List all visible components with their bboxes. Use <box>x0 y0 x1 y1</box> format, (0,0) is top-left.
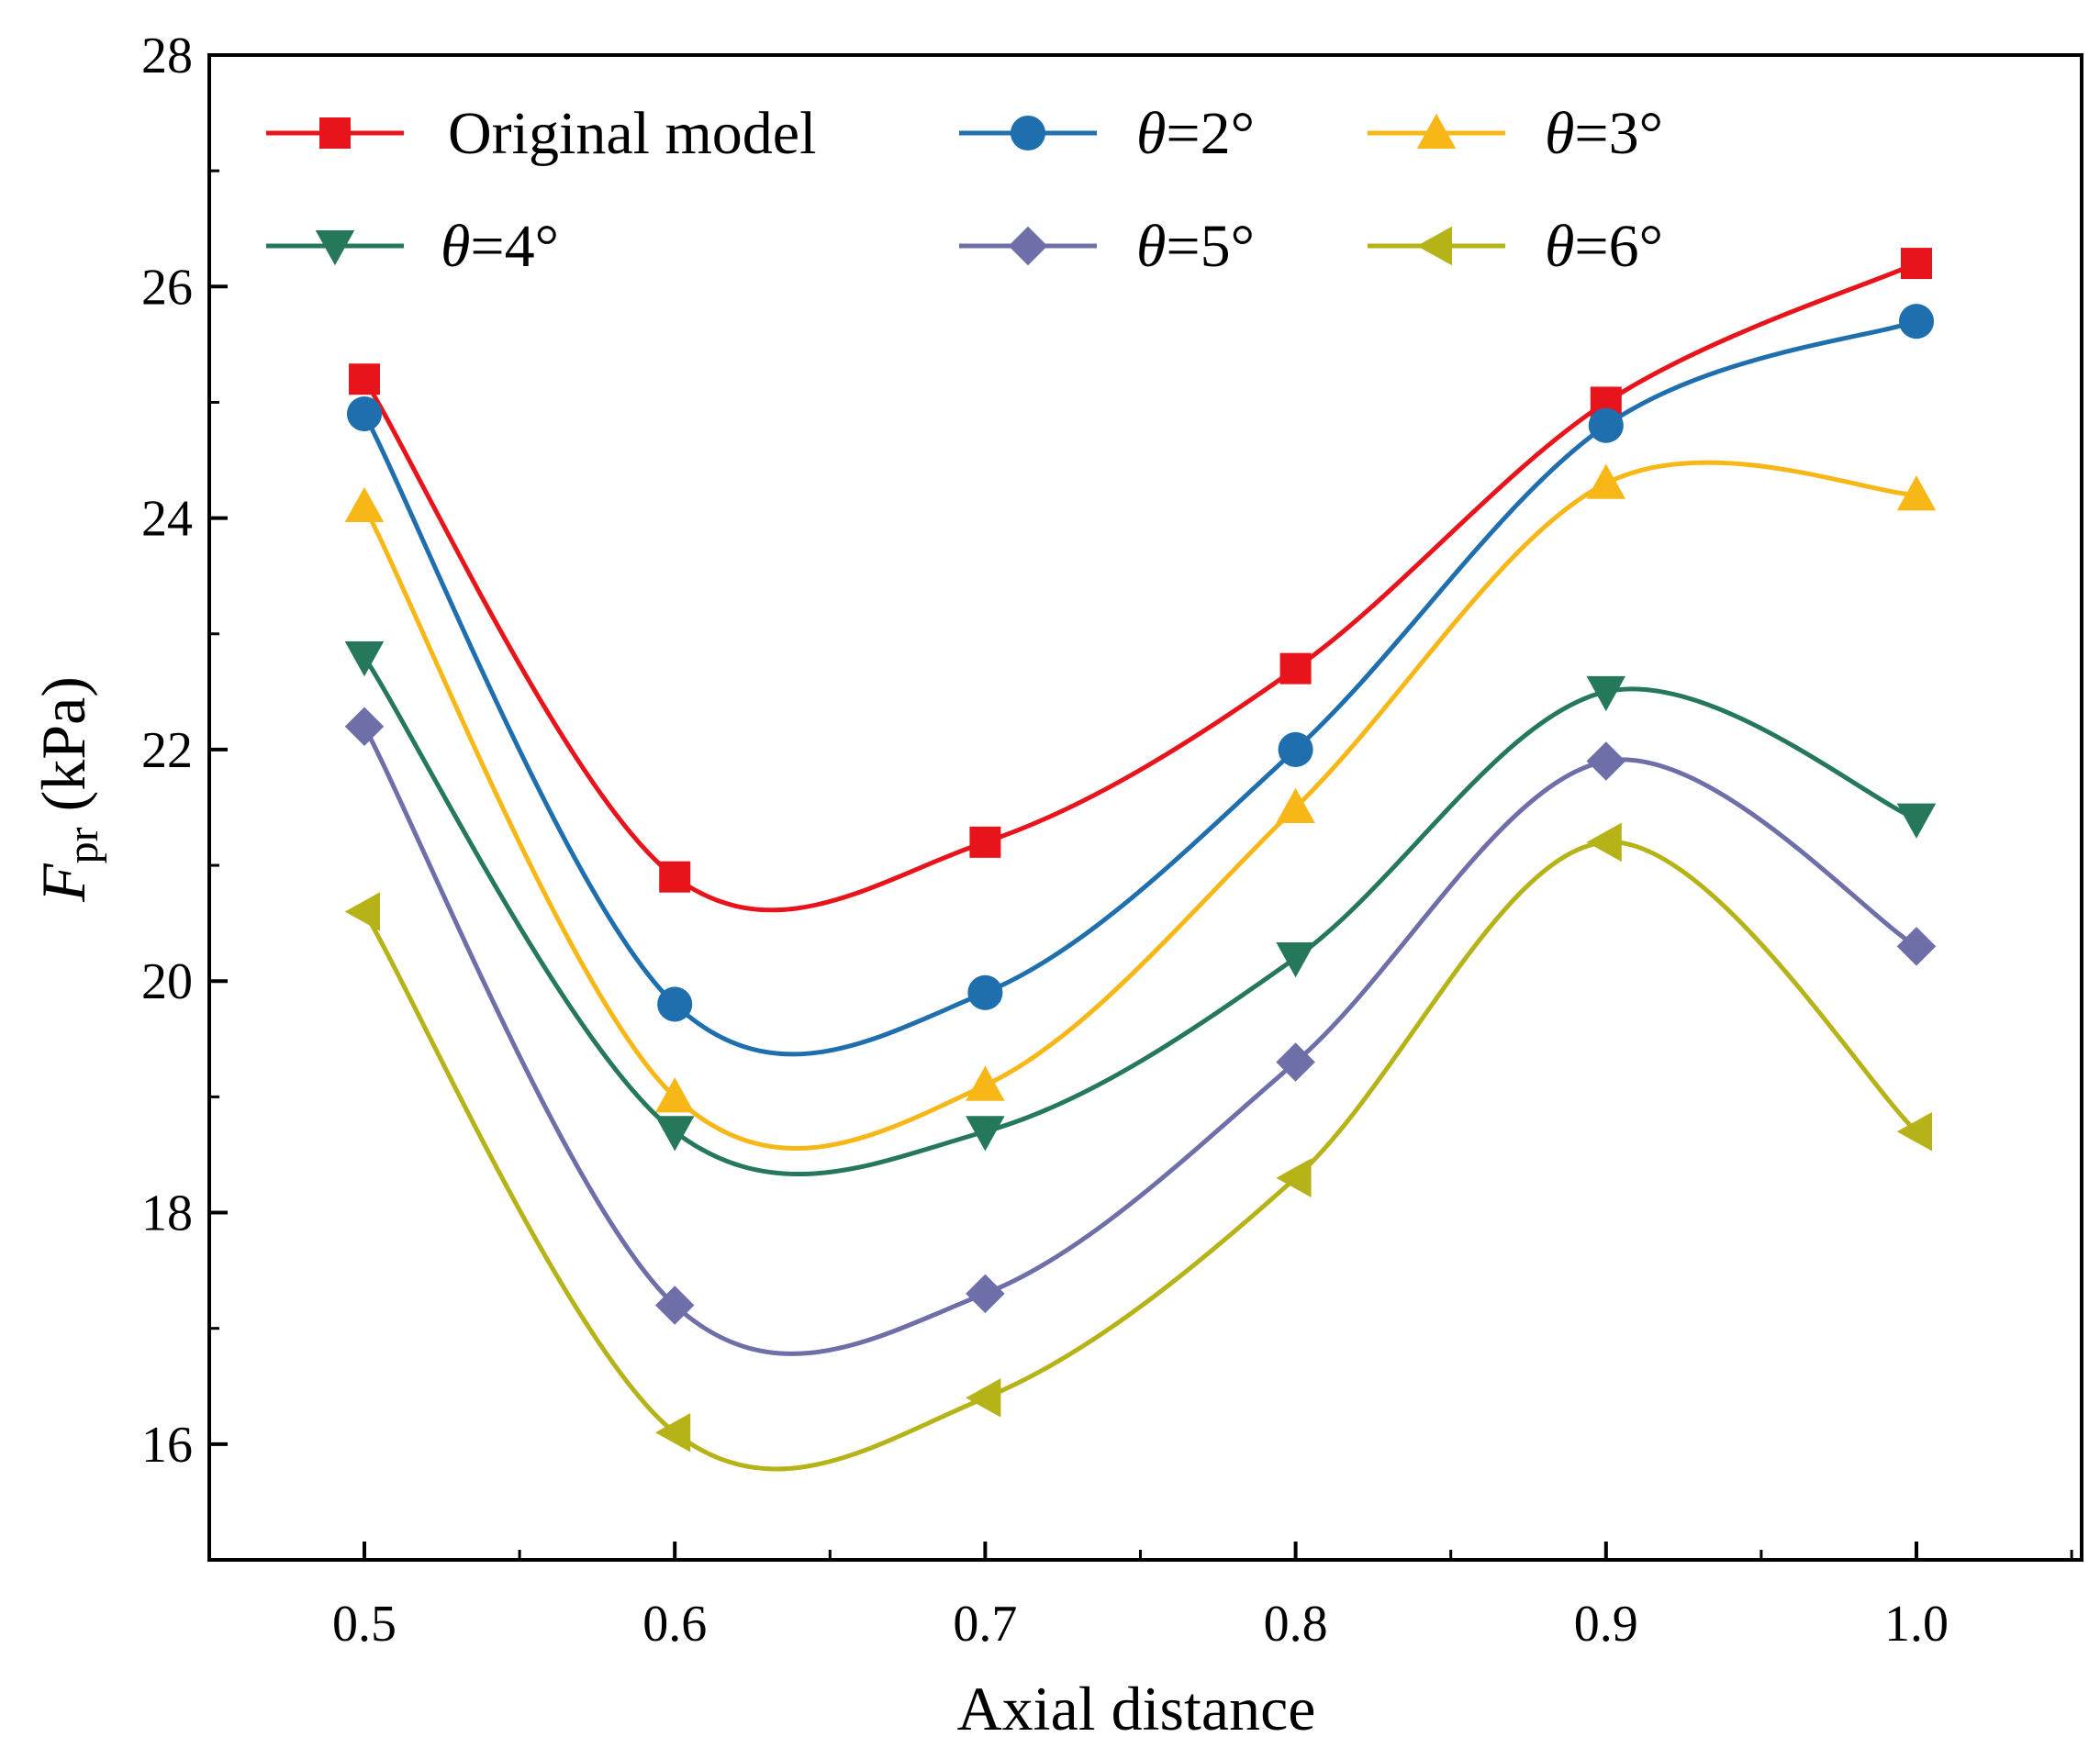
data-point <box>1586 822 1622 863</box>
legend-marker <box>1008 226 1048 266</box>
series-line <box>362 261 1918 913</box>
data-point <box>966 1274 1005 1314</box>
y-tick-label: 24 <box>141 491 193 548</box>
data-point <box>344 641 385 677</box>
legend-item: θ=5° <box>959 213 1255 280</box>
data-point <box>344 486 385 522</box>
data-point <box>1896 927 1937 966</box>
series-line <box>362 840 1918 1472</box>
data-point <box>657 986 693 1022</box>
data-point <box>349 363 380 395</box>
series-line <box>362 318 1917 1057</box>
series-line <box>362 655 1917 1177</box>
data-point <box>1896 803 1937 839</box>
data-point <box>1901 248 1932 280</box>
data-point <box>1898 304 1935 340</box>
legend-label-value: =6° <box>1574 213 1663 280</box>
data-point <box>344 892 380 931</box>
legend-label-value: =2° <box>1166 100 1255 167</box>
legend-marker <box>319 117 351 149</box>
data-point <box>969 826 1001 858</box>
axes-group: 0.5 0.6 0.7 0.8 0.9 1.0 16 18 20 22 24 26 28 <box>141 28 2083 1653</box>
data-point <box>1588 407 1624 443</box>
x-tick-label: 1.0 <box>1884 1596 1949 1653</box>
legend-item: θ=2° <box>959 100 1255 167</box>
data-point <box>1896 475 1937 511</box>
legend-item: θ=3° <box>1368 100 1663 167</box>
x-axis-title: Axial distance <box>957 1674 1316 1743</box>
data-point <box>654 1412 691 1453</box>
legend-label-theta: θ <box>1545 213 1574 280</box>
series-4 <box>344 707 1937 1356</box>
data-point <box>344 707 385 746</box>
legend-marker <box>1010 115 1046 151</box>
legend-label-value: =5° <box>1166 213 1255 280</box>
data-point <box>967 974 1003 1010</box>
data-point <box>966 1378 1001 1418</box>
data-point <box>654 1286 695 1325</box>
legend-marker <box>1416 113 1457 149</box>
data-point <box>966 1065 1005 1101</box>
legend-label: θ=6° <box>1545 213 1663 280</box>
series-0 <box>349 248 1932 913</box>
data-point <box>1276 1158 1312 1197</box>
legend-item: Original model <box>266 100 816 167</box>
data-point <box>1279 652 1312 685</box>
data-point <box>1276 942 1315 978</box>
plot-frame <box>207 53 2083 1562</box>
data-point <box>1278 731 1313 767</box>
legend-label: θ=4° <box>441 213 559 280</box>
legend-marker <box>1416 226 1452 266</box>
y-axis-title: Fpr (kPa) <box>28 676 107 903</box>
x-tick-label: 0.9 <box>1574 1596 1638 1653</box>
y-tick-label: 16 <box>141 1417 193 1474</box>
data-point <box>1586 463 1626 499</box>
x-tick-label: 0.8 <box>1264 1596 1328 1653</box>
x-tick-label: 0.5 <box>332 1596 397 1653</box>
legend-label-value: =3° <box>1574 100 1663 167</box>
legend-label-theta: θ <box>1545 100 1574 167</box>
legend-label: Original model <box>448 100 816 167</box>
y-tick-label: 28 <box>141 28 193 84</box>
y-tick-label: 18 <box>141 1186 193 1242</box>
legend-label: θ=3° <box>1545 100 1663 167</box>
legend-item: θ=6° <box>1368 213 1663 280</box>
data-point <box>1276 787 1315 823</box>
series-line <box>362 725 1918 1356</box>
y-axis-title-sub: pr <box>59 827 107 863</box>
data-point <box>659 861 691 893</box>
legend-label-theta: θ <box>441 213 470 280</box>
data-point <box>1276 1042 1315 1082</box>
data-point <box>654 1116 695 1152</box>
y-axis-title-unit: (kPa) <box>28 676 98 827</box>
data-point <box>1586 741 1626 781</box>
y-axis-title-main: F <box>28 863 98 903</box>
legend-marker <box>315 230 355 266</box>
data-point <box>1586 675 1626 712</box>
legend-label-theta: θ <box>1136 213 1166 280</box>
series-layer <box>344 248 1937 1472</box>
legend-label: θ=5° <box>1136 213 1255 280</box>
data-point <box>966 1116 1005 1152</box>
series-5 <box>344 822 1932 1472</box>
y-tick-label: 20 <box>141 953 193 1010</box>
legend: Original model θ=2° θ=3°θ=4° θ=5° θ=6° <box>266 100 1663 280</box>
x-tick-label: 0.6 <box>642 1596 707 1653</box>
y-tick-label: 26 <box>141 259 193 316</box>
legend-label-theta: θ <box>1136 100 1166 167</box>
legend-label-value: =4° <box>470 213 559 280</box>
legend-item: θ=4° <box>266 213 559 280</box>
data-point <box>1896 1111 1932 1152</box>
series-2 <box>344 460 1937 1151</box>
series-1 <box>346 304 1935 1057</box>
data-point <box>346 396 383 432</box>
x-tick-label: 0.7 <box>953 1596 1017 1653</box>
legend-label: θ=2° <box>1136 100 1255 167</box>
y-tick-label: 22 <box>141 722 193 779</box>
series-3 <box>344 641 1937 1177</box>
data-point <box>654 1077 695 1113</box>
